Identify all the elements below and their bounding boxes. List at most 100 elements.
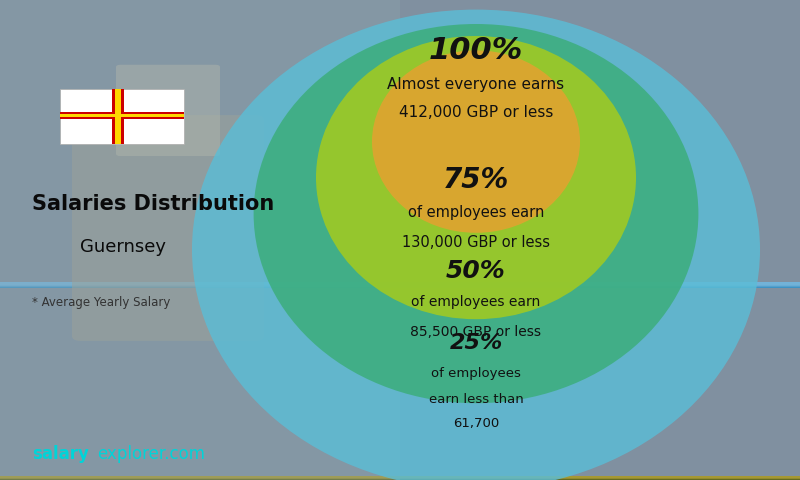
Bar — [0, 284, 800, 287]
Bar — [0, 283, 800, 286]
Bar — [0, 284, 800, 287]
Bar — [0, 284, 800, 287]
Bar — [0, 285, 800, 288]
Bar — [0, 477, 800, 479]
Text: 100%: 100% — [429, 36, 523, 65]
Bar — [0, 285, 800, 288]
Bar — [0, 478, 800, 480]
Bar — [0, 477, 800, 479]
Bar — [0, 477, 800, 479]
Bar — [0, 285, 800, 288]
Bar — [0, 477, 800, 479]
Bar — [0, 283, 800, 286]
Bar — [115, 89, 122, 144]
Bar — [0, 476, 800, 478]
Bar — [0, 476, 800, 478]
Bar — [0, 477, 800, 479]
Bar — [0, 283, 800, 286]
Bar — [0, 476, 800, 478]
Bar — [0, 284, 800, 287]
Bar — [0, 476, 800, 478]
Bar — [0, 284, 800, 287]
Bar — [0, 283, 800, 286]
Text: 61,700: 61,700 — [453, 417, 499, 430]
Bar — [60, 114, 184, 118]
Bar — [0, 477, 800, 479]
Text: of employees: of employees — [431, 367, 521, 380]
Bar — [0, 477, 800, 479]
Bar — [0, 478, 800, 480]
Bar — [0, 478, 800, 480]
Bar — [0, 478, 800, 480]
Bar — [0, 477, 800, 479]
Bar — [0, 284, 800, 287]
Bar — [0, 285, 800, 288]
Bar — [0, 284, 800, 287]
Bar — [0, 283, 800, 286]
Bar — [0, 477, 800, 479]
Bar — [0, 282, 800, 285]
Bar — [0, 478, 800, 480]
Bar — [0, 477, 800, 479]
Bar — [0, 478, 800, 480]
Bar — [0, 477, 800, 479]
Bar — [0, 477, 800, 479]
Bar — [0, 478, 800, 480]
Bar — [0, 476, 800, 478]
Bar — [0, 285, 800, 288]
Bar — [0, 478, 800, 480]
Bar — [0, 477, 800, 479]
Bar — [0, 476, 800, 478]
Bar — [0, 478, 800, 480]
Bar — [0, 284, 800, 287]
Bar — [0, 284, 800, 287]
Bar — [0, 476, 800, 478]
Bar — [0, 478, 800, 480]
Bar — [0, 478, 800, 480]
Bar — [0, 478, 800, 480]
Bar — [0, 478, 800, 480]
Bar — [0, 477, 800, 479]
Bar — [0, 285, 800, 288]
Bar — [0, 284, 800, 287]
Text: 25%: 25% — [450, 333, 502, 353]
Text: 130,000 GBP or less: 130,000 GBP or less — [402, 235, 550, 250]
Bar — [0, 477, 800, 479]
Bar — [0, 477, 800, 479]
Bar — [0, 285, 800, 288]
Bar — [0, 285, 800, 288]
Ellipse shape — [372, 50, 580, 233]
Bar — [0, 284, 800, 287]
Bar — [0, 285, 800, 288]
Bar — [0, 283, 800, 286]
Bar — [0, 285, 800, 288]
Bar — [0, 478, 800, 480]
FancyBboxPatch shape — [60, 89, 184, 144]
Bar — [0, 285, 800, 288]
Bar — [0, 285, 800, 288]
Bar — [0, 0, 400, 480]
Bar — [0, 282, 800, 285]
Bar — [0, 285, 800, 288]
Bar — [0, 477, 800, 479]
Bar — [0, 284, 800, 287]
Bar — [0, 283, 800, 286]
Bar — [0, 478, 800, 480]
Bar — [0, 477, 800, 479]
Bar — [0, 477, 800, 479]
Bar — [0, 477, 800, 479]
Text: Salaries Distribution: Salaries Distribution — [32, 194, 274, 214]
Bar — [0, 285, 800, 288]
Bar — [0, 477, 800, 479]
Bar — [0, 477, 800, 479]
Bar — [0, 285, 800, 288]
Bar — [0, 283, 800, 286]
Text: Guernsey: Guernsey — [80, 238, 166, 256]
Bar — [0, 284, 800, 287]
Bar — [0, 285, 800, 288]
Bar — [0, 478, 800, 480]
Bar — [0, 283, 800, 286]
Bar — [0, 476, 800, 478]
Text: 50%: 50% — [446, 259, 506, 283]
Bar — [0, 283, 800, 286]
